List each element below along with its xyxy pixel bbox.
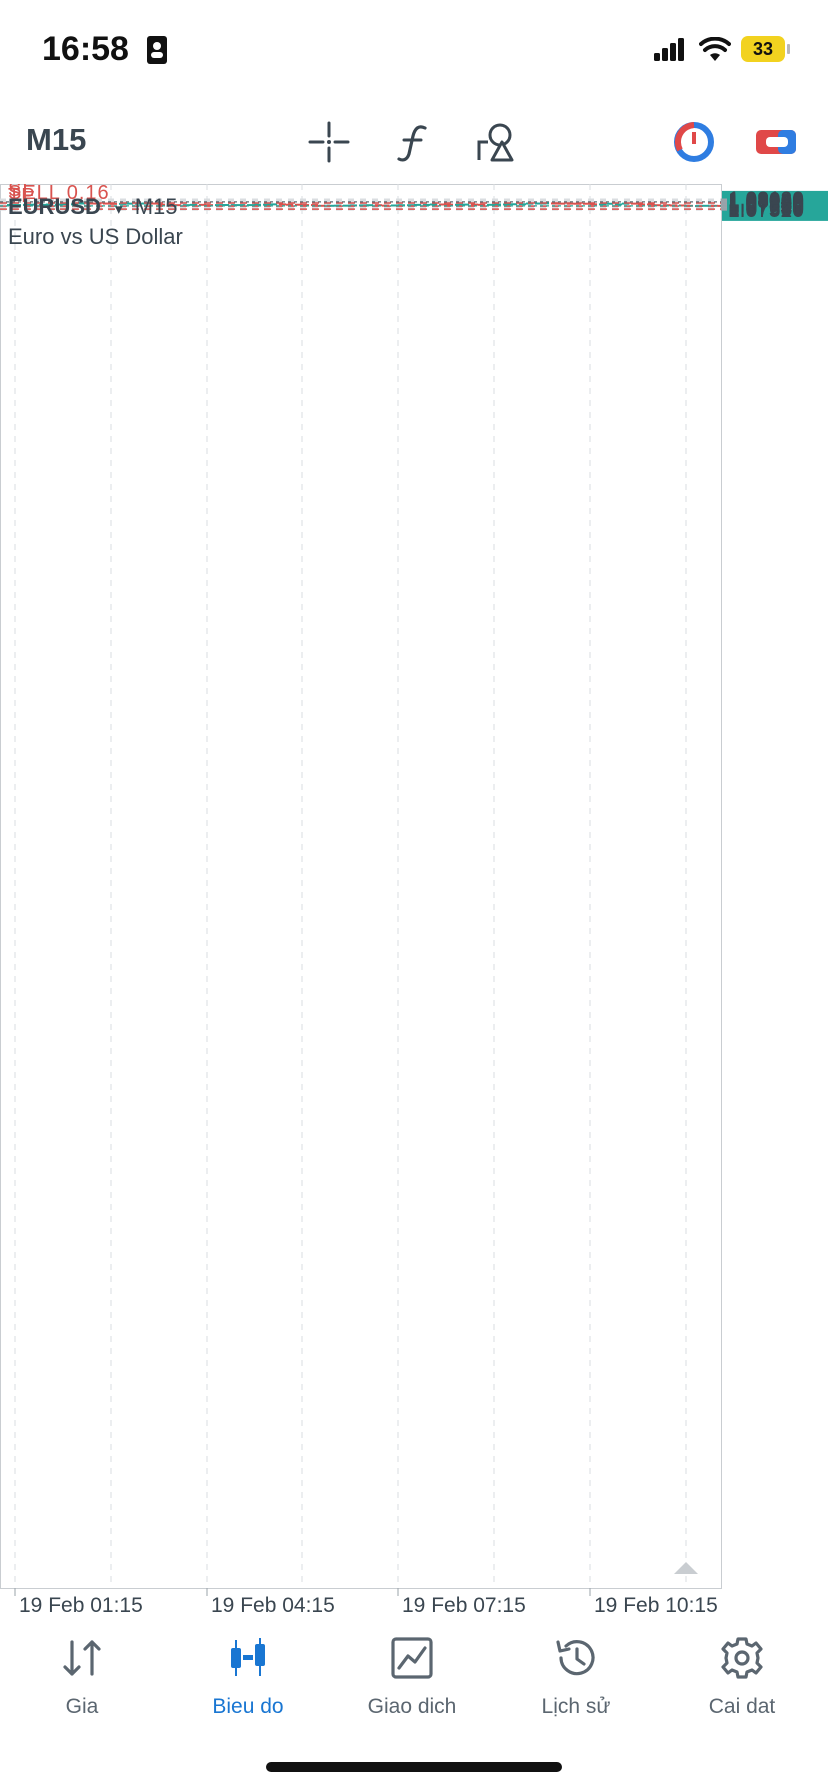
home-indicator xyxy=(266,1762,562,1772)
ohlc-bar xyxy=(55,203,69,206)
indicators-button[interactable] xyxy=(389,118,437,166)
price-label: 1.08120 xyxy=(728,188,804,211)
shapes-icon xyxy=(477,123,514,162)
chart-toolbar: M15 xyxy=(0,100,828,184)
price-label: 1.07680 xyxy=(728,196,804,219)
nav-label: Gia xyxy=(65,1695,99,1718)
price-label: 1.07920 xyxy=(728,192,804,215)
symbol-name: EURUSD xyxy=(8,194,101,219)
price-label: 1.07840 xyxy=(728,193,804,216)
account-toggle-icon xyxy=(756,130,796,154)
price-label: 1.07720 xyxy=(728,195,804,218)
chart-shift-marker-icon[interactable] xyxy=(674,1562,698,1574)
symbol-header[interactable]: EURUSD ▾ M15 xyxy=(8,194,177,219)
price-label: 1.07520 xyxy=(728,199,804,222)
status-time: 16:58 xyxy=(42,30,129,68)
trade-icon xyxy=(391,1637,433,1679)
chart-frame xyxy=(0,184,722,1589)
accounts-button[interactable] xyxy=(752,118,800,166)
price-label: 1.07960 xyxy=(728,191,804,214)
ohlc-bar xyxy=(247,203,261,207)
timeframe-button[interactable]: M15 xyxy=(26,122,87,157)
current-price-label: 1.07748 xyxy=(728,196,804,219)
price-label: 1.07640 xyxy=(728,197,804,220)
symbol-timeframe: M15 xyxy=(135,194,178,219)
price-label: 1.07760 xyxy=(728,195,804,218)
history-icon xyxy=(556,1640,595,1676)
bottom-nav: Gia Bieu do Giao dich Lịch sử xyxy=(0,1614,828,1792)
nav-item-chart[interactable]: Bieu do xyxy=(173,1634,323,1719)
ohlc-bar xyxy=(167,203,181,207)
nav-label: Bieu do xyxy=(212,1695,284,1718)
price-label: 1.07600 xyxy=(728,198,804,221)
time-label[interactable]: 19 Feb 04:15 xyxy=(211,1594,335,1617)
price-label: 1.08080 xyxy=(728,189,804,212)
chart-area[interactable]: SL1.07904SELL 0.161.07738TP1.075721.0774… xyxy=(0,179,828,1617)
cellular-signal-icon xyxy=(654,38,684,61)
chart-icon xyxy=(231,1638,265,1676)
nav-label: Cai dat xyxy=(708,1695,776,1718)
price-label: 1.07560 xyxy=(728,198,804,221)
battery-cap xyxy=(787,44,790,54)
price-label: 1.08040 xyxy=(728,189,804,212)
time-label[interactable]: 19 Feb 10:15 xyxy=(594,1594,718,1617)
symbol-dropdown-icon: ▾ xyxy=(115,201,123,218)
sl-label[interactable]: SL xyxy=(8,179,34,201)
nav-label: Lịch sử xyxy=(541,1695,611,1718)
quotes-icon xyxy=(63,1640,101,1676)
objects-button[interactable] xyxy=(472,118,520,166)
battery-level: 33 xyxy=(752,38,774,59)
settings-icon xyxy=(721,1637,763,1679)
time-label[interactable]: 19 Feb 07:15 xyxy=(402,1594,526,1617)
time-label[interactable]: 19 Feb 01:15 xyxy=(19,1594,143,1617)
ohlc-bar xyxy=(583,202,597,206)
current-price-tag xyxy=(722,190,828,221)
ohlc-bar xyxy=(599,202,613,206)
function-icon xyxy=(397,125,427,162)
crosshair-icon xyxy=(308,121,350,163)
price-axis[interactable]: 1.081201.080801.080401.080001.079601.079… xyxy=(721,188,804,222)
status-bar: 16:58 33 xyxy=(0,0,828,100)
symbol-description: Euro vs US Dollar xyxy=(8,224,183,249)
contact-card-icon xyxy=(147,36,167,64)
crosshair-button[interactable] xyxy=(305,118,353,166)
time-axis[interactable]: 19 Feb 01:15 19 Feb 04:15 19 Feb 07:15 19 F… xyxy=(14,1588,718,1617)
battery-icon: 33 xyxy=(741,36,785,62)
nav-item-history[interactable]: Lịch sử xyxy=(501,1634,651,1719)
ohlc-bar xyxy=(183,203,197,207)
sell-order-label[interactable]: SELL 0.16 xyxy=(8,182,110,204)
price-label: 1.07880 xyxy=(728,192,804,215)
nav-item-trade[interactable]: Giao dich xyxy=(337,1634,487,1719)
order-levels[interactable]: SL1.07904SELL 0.161.07738TP1.075721.0774… xyxy=(0,179,828,223)
one-click-trading-icon xyxy=(674,122,714,162)
price-label: 1.07800 xyxy=(728,194,804,217)
ohlc-bar xyxy=(279,203,293,206)
one-click-trading-button[interactable] xyxy=(670,118,718,166)
price-label: 1.08000 xyxy=(728,190,804,213)
nav-item-quotes[interactable]: Gia xyxy=(7,1634,157,1719)
nav-item-settings[interactable]: Cai dat xyxy=(667,1634,817,1719)
nav-label: Giao dich xyxy=(367,1695,457,1718)
wifi-icon xyxy=(699,37,731,61)
ohlc-bar xyxy=(471,203,485,206)
price-chart[interactable]: SL1.07904SELL 0.161.07738TP1.075721.0774… xyxy=(0,179,828,1617)
